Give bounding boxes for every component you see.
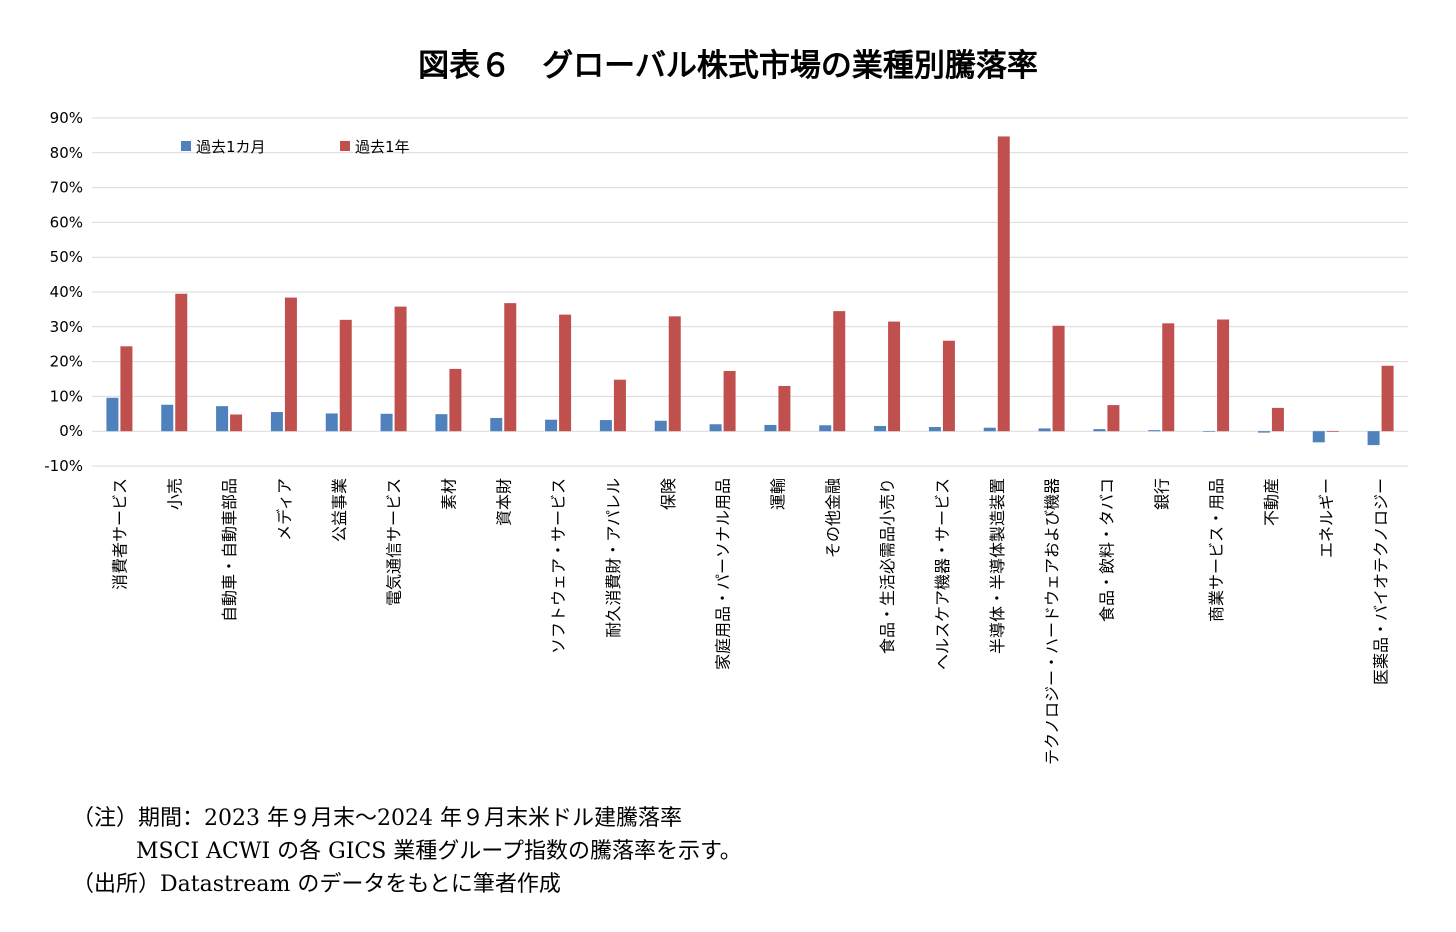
- bar-1m: [654, 420, 667, 432]
- y-tick-label: 60%: [50, 213, 83, 231]
- bar-1y: [1107, 405, 1120, 432]
- note-source: （出所）Datastream のデータをもとに筆者作成: [72, 872, 561, 897]
- y-tick-label: 80%: [50, 144, 83, 162]
- note-index: MSCI ACWI の各 GICS 業種グループ指数の騰落率を示す。: [136, 839, 742, 864]
- bar-1m: [819, 425, 832, 432]
- legend-label: 過去1カ月: [196, 138, 266, 156]
- note-period: （注）期間：2023 年９月末～2024 年９月末米ドル建騰落率: [72, 806, 682, 831]
- legend-label: 過去1年: [355, 138, 410, 156]
- y-axis-labels: 90% 80% 70% 60% 50% 40% 30% 20% 10% 0% -10%: [44, 109, 83, 475]
- bar-1y: [1271, 407, 1284, 432]
- bar-1m: [928, 427, 941, 432]
- chart-title: 図表６ グローバル株式市場の業種別騰落率: [418, 48, 1038, 84]
- bar-1m: [599, 420, 612, 432]
- bar-1m: [161, 404, 174, 432]
- category-label: 消費者サービス: [110, 478, 129, 590]
- bar-1y: [120, 346, 133, 432]
- category-label: 銀行: [1152, 478, 1171, 510]
- bar-1m: [270, 412, 283, 432]
- bar-1y: [175, 293, 188, 432]
- y-tick-label: 20%: [50, 353, 83, 371]
- category-label: 保険: [659, 478, 678, 510]
- bar-1m: [983, 427, 996, 432]
- y-tick-label: 10%: [50, 387, 83, 405]
- legend-swatch: [340, 141, 350, 151]
- bar-1y: [997, 136, 1010, 432]
- bar-1m: [435, 414, 448, 432]
- category-label: 小売: [165, 478, 184, 510]
- notes: （注）期間：2023 年９月末～2024 年９月末米ドル建騰落率 MSCI AC…: [72, 802, 742, 901]
- bar-1y: [888, 321, 901, 432]
- bar-1m: [1148, 430, 1161, 432]
- bar-1y: [1326, 431, 1339, 432]
- bar-1m: [106, 397, 119, 432]
- bar-1y: [1381, 365, 1394, 432]
- bar-1y: [942, 340, 955, 432]
- y-tick-label: 0%: [59, 422, 83, 440]
- bar-1m: [1367, 431, 1380, 446]
- category-label: 自動車・自動車部品: [220, 478, 239, 622]
- category-label: 耐久消費財・アパレル: [604, 478, 623, 638]
- bar-1y: [1052, 325, 1065, 432]
- bar-1m: [709, 424, 722, 432]
- category-label: 運輸: [768, 478, 787, 510]
- category-label: 商業サービス・用品: [1207, 478, 1226, 622]
- bar-1m: [874, 425, 887, 432]
- category-label: 不動産: [1262, 478, 1281, 526]
- category-label: 食品・生活必需品小売り: [878, 478, 897, 654]
- category-label: 資本財: [494, 478, 513, 526]
- category-label: その他金融: [823, 478, 842, 558]
- bar-1y: [723, 370, 736, 432]
- category-label: 家庭用品・パーソナル用品: [714, 478, 733, 670]
- bar-1y: [668, 316, 681, 432]
- x-axis-labels: 消費者サービス 小売 自動車・自動車部品 メディア 公益事業 電気通信サービス 素材 資本財 ソ…: [110, 478, 1390, 765]
- bars: [106, 136, 1394, 446]
- bar-1m: [1093, 429, 1106, 432]
- category-label: メディア: [275, 478, 294, 541]
- category-label: ヘルスケア機器・サービス: [933, 478, 952, 670]
- bar-1m: [1257, 431, 1270, 433]
- bar-1m: [1312, 431, 1325, 443]
- y-tick-label: 30%: [50, 318, 83, 336]
- category-label: 電気通信サービス: [385, 478, 404, 606]
- bar-1m: [325, 413, 338, 432]
- y-tick-label: 70%: [50, 179, 83, 197]
- bar-1m: [1203, 431, 1216, 432]
- category-label: テクノロジー・ハードウェアおよび機器: [1043, 478, 1062, 765]
- bar-1m: [545, 419, 558, 432]
- category-label: 医薬品・バイオテクノロジー: [1372, 478, 1391, 685]
- bar-1y: [1162, 323, 1175, 432]
- legend-swatch: [181, 141, 191, 151]
- y-tick-label: 40%: [50, 283, 83, 301]
- bar-1y: [613, 379, 626, 432]
- bar-1y: [284, 297, 297, 432]
- category-label: 公益事業: [330, 478, 349, 542]
- category-label: 素材: [439, 478, 458, 510]
- y-tick-label: 90%: [50, 109, 83, 127]
- bar-chart: 90% 80% 70% 60% 50% 40% 30% 20% 10% 0% -10% 消費者サービ…: [44, 109, 1408, 765]
- bar-1y: [339, 319, 352, 432]
- bar-1y: [1217, 319, 1230, 432]
- bar-1y: [778, 385, 791, 432]
- y-tick-label: -10%: [44, 457, 83, 475]
- bar-1y: [230, 414, 243, 432]
- bar-1m: [490, 417, 503, 432]
- grid-lines: [92, 117, 1408, 467]
- bar-1y: [504, 303, 517, 432]
- bar-1y: [559, 314, 572, 432]
- bar-1y: [449, 368, 462, 432]
- bar-1y: [394, 306, 407, 432]
- category-label: 食品・飲料・タバコ: [1097, 478, 1116, 622]
- bar-1m: [764, 424, 777, 432]
- legend: 過去1カ月 過去1年: [181, 138, 410, 156]
- category-label: エネルギー: [1317, 478, 1336, 558]
- bar-1m: [1038, 428, 1051, 432]
- y-tick-label: 50%: [50, 248, 83, 266]
- bar-1m: [380, 413, 393, 432]
- category-label: ソフトウェア・サービス: [549, 478, 568, 654]
- category-label: 半導体・半導体製造装置: [988, 478, 1007, 654]
- bar-1m: [216, 406, 229, 432]
- bar-1y: [833, 311, 846, 432]
